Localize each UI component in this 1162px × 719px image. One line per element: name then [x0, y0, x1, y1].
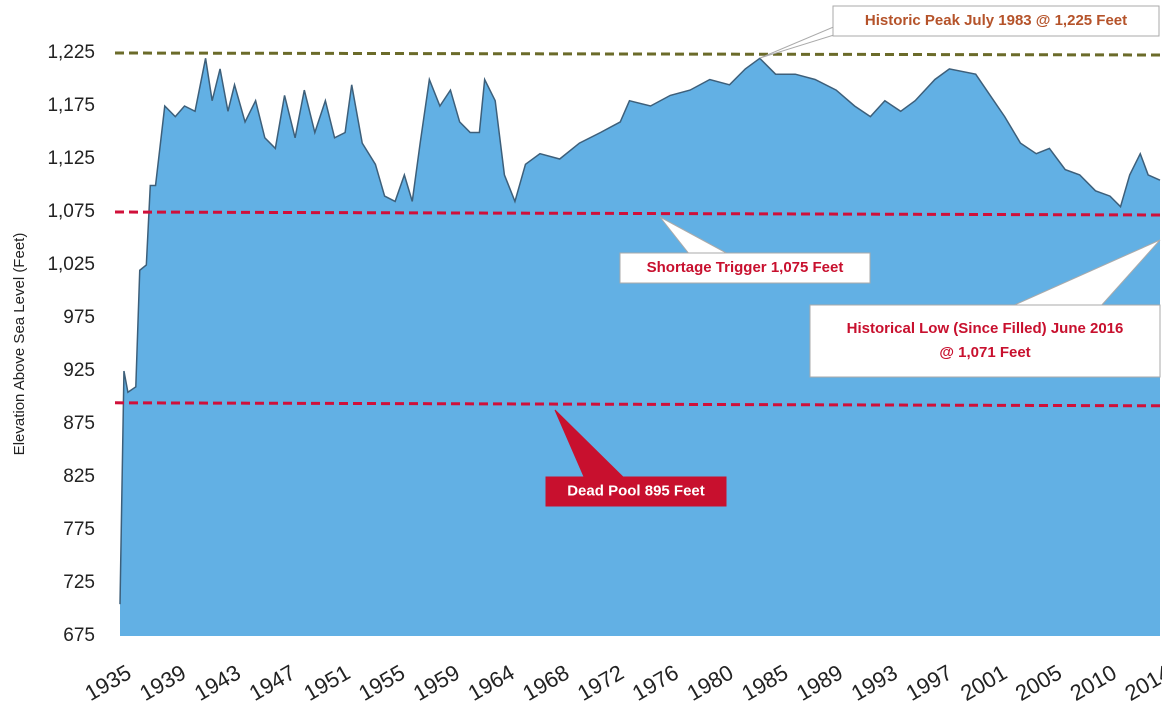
- x-tick-label: 1935: [81, 660, 136, 706]
- x-tick-label: 1972: [573, 660, 628, 706]
- x-tick-label: 2001: [956, 660, 1011, 706]
- x-tick-label: 1964: [464, 660, 519, 706]
- x-tick-label: 1939: [135, 660, 190, 706]
- reference-line: [114, 51, 1161, 57]
- y-tick-label: 775: [63, 519, 95, 540]
- callout-box: [619, 252, 871, 284]
- x-tick-label: 1951: [299, 660, 354, 706]
- y-tick-label: 675: [63, 625, 95, 646]
- y-tick-label: 1,075: [47, 201, 95, 222]
- y-tick-label: 975: [63, 307, 95, 328]
- x-tick-label: 1993: [847, 660, 902, 706]
- x-tick-label: 2014: [1121, 660, 1162, 706]
- annotation: Historic Peak July 1983 @ 1,225 Feet: [759, 5, 1160, 59]
- x-tick-label: 1968: [518, 660, 573, 706]
- y-tick-label: 825: [63, 466, 95, 487]
- x-tick-label: 1959: [409, 660, 464, 706]
- x-tick-label: 1947: [245, 660, 300, 706]
- x-tick-label: 1989: [792, 660, 847, 706]
- callout-box: [832, 5, 1160, 37]
- x-tick-label: 1985: [737, 660, 792, 706]
- annotation: Dead Pool 895 Feet: [545, 409, 727, 507]
- callout-box: [545, 476, 727, 507]
- annotation-text: Shortage Trigger 1,075 Feet: [647, 259, 844, 276]
- annotation-text: Dead Pool 895 Feet: [567, 482, 705, 499]
- area-outline: [119, 57, 1161, 605]
- reference-line: [114, 210, 1161, 217]
- x-tick-label: 1955: [354, 660, 409, 706]
- y-tick-label: 925: [63, 360, 95, 381]
- annotation-text: Historic Peak July 1983 @ 1,225 Feet: [865, 12, 1127, 29]
- y-tick-label: 1,225: [47, 42, 95, 63]
- annotation-text: Historical Low (Since Filled) June 2016: [847, 320, 1124, 337]
- x-tick-label: 2005: [1011, 660, 1066, 706]
- y-tick-label: 725: [63, 572, 95, 593]
- y-tick-label: 1,025: [47, 254, 95, 275]
- annotation: Historical Low (Since Filled) June 2016 @…: [809, 239, 1161, 378]
- reference-line: [114, 401, 1161, 408]
- x-tick-label: 1980: [683, 660, 738, 706]
- x-tick-label: 1976: [628, 660, 683, 706]
- area: [120, 58, 1160, 637]
- y-tick-label: 875: [63, 413, 95, 434]
- y-tick-label: 1,125: [47, 148, 95, 169]
- y-axis-title: Elevation Above Sea Level (Feet): [11, 233, 28, 456]
- annotation: Shortage Trigger 1,075 Feet: [619, 216, 871, 284]
- x-tick-label: 2010: [1066, 660, 1121, 706]
- x-tick-label: 1943: [190, 660, 245, 706]
- callout-box: [809, 304, 1161, 378]
- x-tick-label: 1997: [902, 660, 957, 706]
- annotation-text: @ 1,071 Feet: [939, 344, 1030, 361]
- y-tick-label: 1,175: [47, 95, 95, 116]
